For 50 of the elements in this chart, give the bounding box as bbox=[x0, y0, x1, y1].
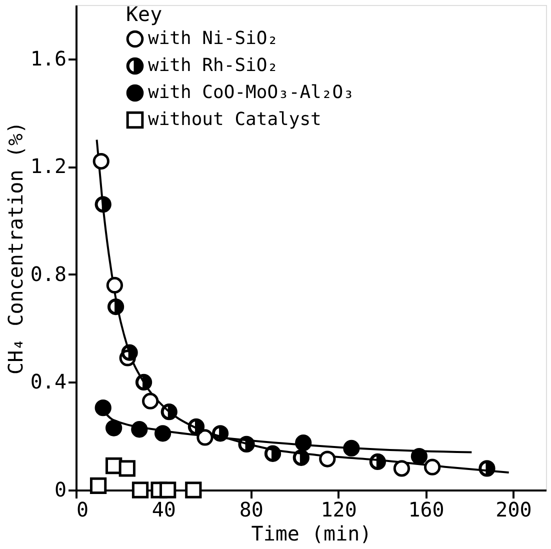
point bbox=[343, 440, 360, 457]
x-tick-label: 40 bbox=[152, 498, 176, 522]
point bbox=[188, 418, 205, 435]
point bbox=[106, 276, 124, 294]
point bbox=[292, 449, 310, 466]
y-axis-title: CH₄ Concentration (%) bbox=[3, 122, 28, 374]
point bbox=[131, 421, 148, 438]
point bbox=[118, 460, 136, 477]
point bbox=[410, 448, 428, 465]
point bbox=[106, 420, 122, 436]
point bbox=[92, 152, 110, 170]
y-tick-label: 0 bbox=[54, 478, 66, 502]
point bbox=[212, 425, 229, 442]
point bbox=[135, 374, 152, 391]
y-tick-label: 0.8 bbox=[30, 262, 66, 286]
point bbox=[121, 344, 138, 361]
point bbox=[94, 196, 112, 213]
point bbox=[159, 482, 176, 498]
point bbox=[185, 482, 202, 498]
legend-label: without Catalyst bbox=[148, 109, 322, 130]
legend-title: Key bbox=[126, 2, 162, 26]
legend-label: with Ni-SiO₂ bbox=[148, 28, 278, 49]
y-tick-label: 1.2 bbox=[30, 154, 66, 178]
point bbox=[478, 460, 496, 477]
point bbox=[319, 450, 336, 468]
point bbox=[424, 458, 441, 476]
point bbox=[393, 460, 410, 477]
line-series bbox=[96, 138, 510, 474]
point bbox=[160, 404, 178, 420]
y-tick-label: 1.6 bbox=[30, 46, 66, 70]
x-axis-title: Time (min) bbox=[251, 522, 372, 546]
legend-label: with CoO-MoO₃-Al₂O₃ bbox=[148, 82, 354, 103]
point bbox=[154, 425, 172, 442]
point bbox=[90, 477, 107, 494]
point bbox=[142, 392, 159, 410]
point bbox=[295, 434, 312, 452]
x-tick-label: 200 bbox=[496, 498, 532, 522]
legend-label: with Rh-SiO₂ bbox=[148, 55, 278, 76]
point bbox=[238, 436, 255, 453]
point bbox=[196, 429, 214, 446]
point bbox=[264, 445, 282, 462]
point bbox=[94, 400, 112, 416]
point bbox=[369, 453, 386, 470]
point bbox=[132, 482, 149, 498]
x-tick-label: 80 bbox=[239, 498, 264, 522]
x-tick-label: 0 bbox=[76, 498, 89, 522]
x-tick-label: 120 bbox=[320, 498, 357, 522]
point bbox=[107, 298, 124, 316]
y-tick-label: 0.4 bbox=[30, 370, 66, 394]
x-tick-label: 160 bbox=[408, 498, 444, 522]
